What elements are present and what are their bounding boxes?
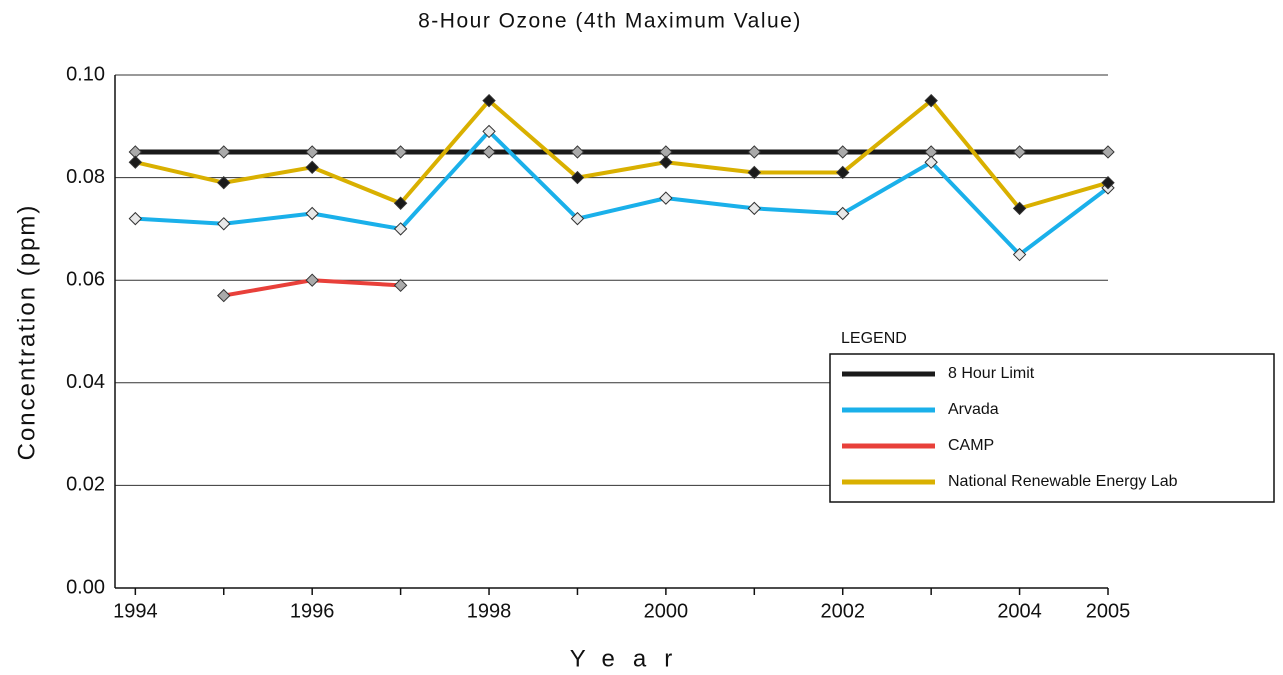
data-point — [482, 124, 496, 139]
legend-label: National Renewable Energy Lab — [948, 473, 1178, 490]
data-point — [393, 222, 408, 236]
data-point — [836, 206, 850, 221]
data-point — [393, 145, 408, 159]
y-axis-title: Concentration (ppm) — [13, 204, 40, 461]
data-point — [217, 145, 231, 159]
y-tick-label: 0.02 — [66, 474, 105, 496]
data-point — [305, 273, 319, 287]
data-point — [393, 196, 408, 210]
data-point — [747, 201, 762, 216]
data-point — [1101, 176, 1115, 190]
legend-label: 8 Hour Limit — [948, 365, 1035, 382]
data-point — [482, 93, 496, 108]
data-point — [836, 145, 850, 159]
data-point — [1012, 145, 1027, 159]
data-point — [747, 165, 762, 180]
data-point — [747, 145, 762, 159]
y-tick-label: 0.06 — [66, 268, 105, 290]
chart-title: 8-Hour Ozone (4th Maximum Value) — [418, 10, 802, 33]
data-point — [217, 176, 231, 190]
x-tick-label: 2004 — [997, 600, 1042, 622]
data-point — [217, 217, 231, 231]
legend-label: Arvada — [948, 401, 999, 418]
legend-box — [829, 353, 1275, 503]
data-point — [128, 155, 143, 169]
data-point — [128, 211, 143, 226]
data-point — [393, 278, 408, 293]
x-tick-label: 2000 — [644, 600, 689, 622]
legend-title: LEGEND — [841, 330, 907, 347]
legend-label: CAMP — [948, 437, 994, 454]
data-point — [305, 206, 319, 221]
data-point — [570, 170, 585, 185]
x-tick-label: 1998 — [467, 600, 512, 622]
data-point — [570, 211, 585, 226]
data-point — [1012, 201, 1027, 216]
data-point — [305, 145, 319, 159]
data-point — [1101, 145, 1115, 159]
x-tick-label: 1996 — [290, 600, 335, 622]
data-point — [924, 155, 938, 169]
data-point — [659, 191, 673, 205]
data-point — [217, 288, 231, 303]
y-tick-label: 0.08 — [66, 166, 105, 188]
x-axis-title: Year — [570, 645, 691, 672]
data-point — [570, 145, 585, 159]
data-point — [482, 145, 496, 159]
data-point — [659, 155, 673, 169]
series-line — [135, 129, 1110, 257]
y-tick-label: 0.00 — [66, 576, 105, 598]
data-point — [1012, 247, 1027, 262]
x-tick-label: 2002 — [820, 600, 865, 622]
series-line — [134, 98, 1109, 211]
x-tick-label: 2005 — [1086, 600, 1131, 622]
y-tick-label: 0.10 — [66, 63, 105, 85]
data-point — [305, 160, 319, 175]
data-point — [924, 93, 938, 108]
data-point — [836, 165, 850, 180]
y-tick-label: 0.04 — [66, 371, 105, 393]
x-tick-label: 1994 — [113, 600, 158, 622]
